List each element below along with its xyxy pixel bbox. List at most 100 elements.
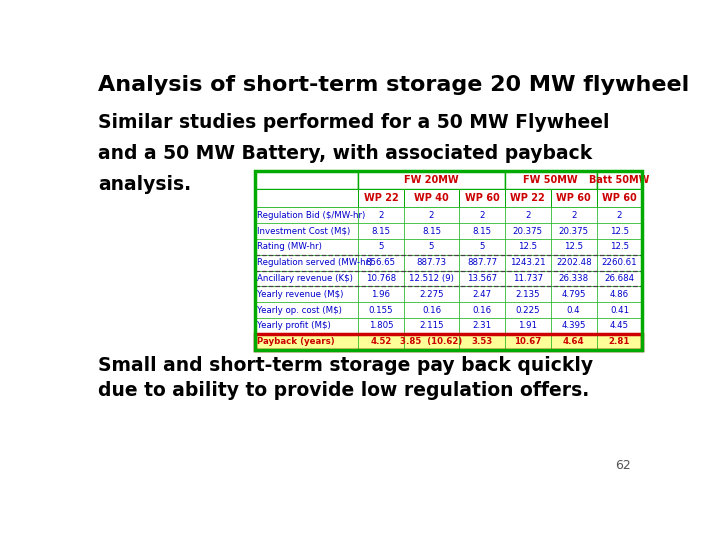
Bar bbox=[505, 286, 551, 302]
Text: 5: 5 bbox=[378, 242, 384, 252]
Text: 5: 5 bbox=[428, 242, 434, 252]
Bar bbox=[505, 171, 597, 189]
Text: Similar studies performed for a 50 MW Flywheel: Similar studies performed for a 50 MW Fl… bbox=[99, 113, 610, 132]
Text: 2: 2 bbox=[480, 211, 485, 220]
Bar bbox=[404, 318, 459, 334]
Bar bbox=[404, 239, 459, 255]
Bar bbox=[551, 255, 597, 271]
Text: 0.155: 0.155 bbox=[369, 306, 393, 315]
Text: Ancillary revenue (K$): Ancillary revenue (K$) bbox=[258, 274, 354, 283]
Bar bbox=[597, 271, 642, 286]
Text: 4.395: 4.395 bbox=[562, 321, 586, 330]
Text: 2: 2 bbox=[428, 211, 434, 220]
Text: Regulation served (MW-hr): Regulation served (MW-hr) bbox=[258, 258, 373, 267]
Bar bbox=[404, 255, 459, 271]
Bar bbox=[358, 239, 404, 255]
Bar bbox=[358, 271, 404, 286]
Text: 12.512 (9): 12.512 (9) bbox=[409, 274, 454, 283]
Bar bbox=[459, 189, 505, 207]
Bar bbox=[505, 223, 551, 239]
Bar bbox=[505, 255, 551, 271]
Bar bbox=[459, 302, 505, 318]
Bar bbox=[459, 255, 505, 271]
Text: and a 50 MW Battery, with associated payback: and a 50 MW Battery, with associated pay… bbox=[99, 144, 593, 163]
Bar bbox=[358, 334, 404, 349]
Text: 856.65: 856.65 bbox=[366, 258, 396, 267]
Text: 3.85  (10.62): 3.85 (10.62) bbox=[400, 337, 462, 346]
Text: 0.41: 0.41 bbox=[610, 306, 629, 315]
Text: 2.47: 2.47 bbox=[472, 290, 492, 299]
Text: WP 60: WP 60 bbox=[464, 193, 500, 203]
Bar bbox=[459, 207, 505, 223]
Text: Yearly profit (M$): Yearly profit (M$) bbox=[258, 321, 331, 330]
Bar bbox=[255, 334, 358, 349]
Bar bbox=[551, 286, 597, 302]
Bar bbox=[551, 189, 597, 207]
Text: 4.795: 4.795 bbox=[562, 290, 586, 299]
Bar bbox=[358, 171, 505, 189]
Bar bbox=[459, 318, 505, 334]
Bar bbox=[505, 318, 551, 334]
Bar bbox=[255, 255, 358, 271]
Text: 8.15: 8.15 bbox=[372, 227, 390, 235]
Bar bbox=[505, 302, 551, 318]
Text: 2202.48: 2202.48 bbox=[556, 258, 592, 267]
Bar bbox=[551, 271, 597, 286]
Bar bbox=[505, 207, 551, 223]
Bar bbox=[404, 302, 459, 318]
Text: 2.275: 2.275 bbox=[419, 290, 444, 299]
Text: 12.5: 12.5 bbox=[610, 242, 629, 252]
Bar bbox=[551, 334, 597, 349]
Bar bbox=[404, 189, 459, 207]
Text: Rating (MW-hr): Rating (MW-hr) bbox=[258, 242, 323, 252]
Text: 0.16: 0.16 bbox=[422, 306, 441, 315]
Bar bbox=[551, 318, 597, 334]
Bar bbox=[597, 239, 642, 255]
Bar bbox=[404, 334, 459, 349]
Text: 2260.61: 2260.61 bbox=[602, 258, 637, 267]
Bar bbox=[358, 189, 404, 207]
Text: 26.684: 26.684 bbox=[605, 274, 634, 283]
Bar bbox=[404, 271, 459, 286]
Text: 10.67: 10.67 bbox=[514, 337, 541, 346]
Text: 4.86: 4.86 bbox=[610, 290, 629, 299]
Text: 2: 2 bbox=[525, 211, 531, 220]
Text: 62: 62 bbox=[616, 460, 631, 472]
Bar bbox=[551, 207, 597, 223]
Text: Analysis of short-term storage 20 MW flywheel: Analysis of short-term storage 20 MW fly… bbox=[99, 75, 690, 95]
Text: Small and short-term storage pay back quickly
due to ability to provide low regu: Small and short-term storage pay back qu… bbox=[99, 356, 593, 400]
Text: 2.135: 2.135 bbox=[516, 290, 540, 299]
Bar bbox=[597, 223, 642, 239]
Bar bbox=[255, 271, 358, 286]
Text: 3.53: 3.53 bbox=[472, 337, 492, 346]
Bar bbox=[597, 207, 642, 223]
Text: 4.52: 4.52 bbox=[370, 337, 392, 346]
Bar bbox=[459, 271, 505, 286]
Text: 11.737: 11.737 bbox=[513, 274, 543, 283]
Text: 1.91: 1.91 bbox=[518, 321, 537, 330]
Bar bbox=[505, 239, 551, 255]
Bar bbox=[505, 189, 551, 207]
Text: 2.115: 2.115 bbox=[419, 321, 444, 330]
Text: 2.31: 2.31 bbox=[472, 321, 492, 330]
Text: 8.15: 8.15 bbox=[422, 227, 441, 235]
Text: 10.768: 10.768 bbox=[366, 274, 396, 283]
Text: 2.81: 2.81 bbox=[609, 337, 630, 346]
Text: 1.96: 1.96 bbox=[372, 290, 390, 299]
Bar bbox=[255, 286, 358, 302]
Bar bbox=[597, 334, 642, 349]
Text: Yearly revenue (M$): Yearly revenue (M$) bbox=[258, 290, 343, 299]
Text: WP 22: WP 22 bbox=[364, 193, 398, 203]
Text: 12.5: 12.5 bbox=[518, 242, 537, 252]
Bar bbox=[255, 302, 358, 318]
Bar bbox=[255, 334, 642, 349]
Text: FW 50MW: FW 50MW bbox=[523, 175, 578, 185]
Bar bbox=[255, 239, 358, 255]
Text: 2: 2 bbox=[617, 211, 622, 220]
Bar bbox=[597, 302, 642, 318]
Bar bbox=[505, 334, 551, 349]
Text: analysis.: analysis. bbox=[99, 175, 192, 194]
Bar bbox=[597, 189, 642, 207]
Bar bbox=[404, 286, 459, 302]
Text: Yearly op. cost (M$): Yearly op. cost (M$) bbox=[258, 306, 342, 315]
